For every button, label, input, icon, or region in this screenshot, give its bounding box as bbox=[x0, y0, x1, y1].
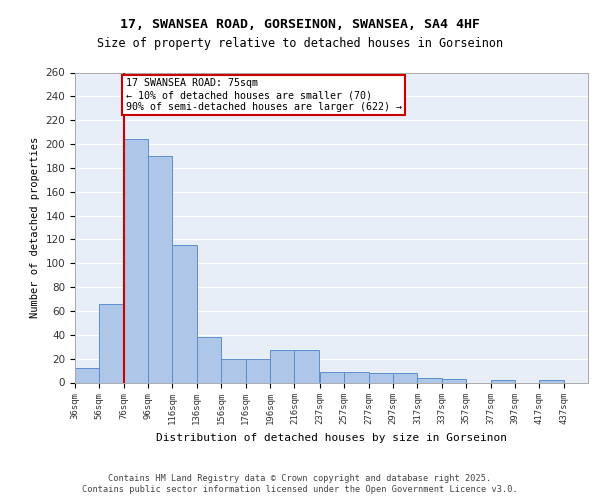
Bar bbox=[344, 372, 368, 382]
Y-axis label: Number of detached properties: Number of detached properties bbox=[30, 137, 40, 318]
Bar bbox=[245, 358, 270, 382]
Bar bbox=[100, 304, 124, 382]
Bar bbox=[270, 350, 295, 382]
Bar bbox=[393, 373, 418, 382]
Bar bbox=[491, 380, 515, 382]
Text: Size of property relative to detached houses in Gorseinon: Size of property relative to detached ho… bbox=[97, 38, 503, 51]
Bar bbox=[148, 156, 172, 382]
Bar bbox=[539, 380, 563, 382]
Bar bbox=[368, 373, 393, 382]
Bar bbox=[197, 337, 221, 382]
Bar bbox=[221, 358, 245, 382]
Bar bbox=[295, 350, 319, 382]
Text: Contains HM Land Registry data © Crown copyright and database right 2025.
Contai: Contains HM Land Registry data © Crown c… bbox=[82, 474, 518, 494]
Text: 17, SWANSEA ROAD, GORSEINON, SWANSEA, SA4 4HF: 17, SWANSEA ROAD, GORSEINON, SWANSEA, SA… bbox=[120, 18, 480, 30]
Bar bbox=[320, 372, 344, 382]
Bar bbox=[442, 379, 466, 382]
Text: 17 SWANSEA ROAD: 75sqm
← 10% of detached houses are smaller (70)
90% of semi-det: 17 SWANSEA ROAD: 75sqm ← 10% of detached… bbox=[125, 78, 401, 112]
Bar bbox=[418, 378, 442, 382]
X-axis label: Distribution of detached houses by size in Gorseinon: Distribution of detached houses by size … bbox=[156, 433, 507, 443]
Bar bbox=[172, 246, 197, 382]
Bar bbox=[75, 368, 100, 382]
Bar bbox=[124, 140, 148, 382]
